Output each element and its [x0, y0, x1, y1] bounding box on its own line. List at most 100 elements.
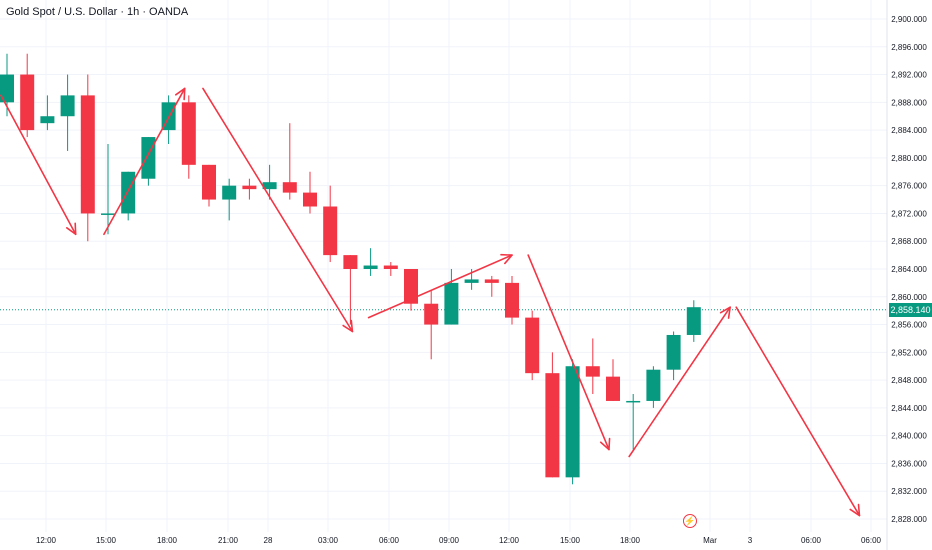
x-tick-label: 15:00 — [560, 536, 581, 545]
candle — [444, 269, 459, 325]
candle-body — [505, 282, 519, 318]
candle-body — [464, 279, 479, 283]
trend-arrow — [367, 253, 513, 319]
candle — [80, 74, 95, 242]
candle-body — [646, 369, 661, 401]
candle-body — [686, 307, 701, 335]
y-tick-label: 2,836.000 — [891, 459, 927, 468]
lightning-icon[interactable]: ⚡ — [683, 514, 697, 528]
x-tick-label: 3 — [748, 536, 753, 545]
y-tick-label: 2,896.000 — [891, 43, 927, 52]
candle — [181, 95, 196, 179]
candle-body — [484, 279, 499, 283]
y-tick-label: 2,884.000 — [891, 126, 927, 135]
candle-body — [222, 185, 237, 200]
x-tick-label: 06:00 — [861, 536, 882, 545]
candle — [363, 248, 378, 276]
candle — [242, 178, 257, 200]
chart-grid — [0, 0, 887, 532]
candle-body — [202, 164, 216, 200]
candle — [202, 164, 216, 207]
x-tick-label: 06:00 — [801, 536, 822, 545]
x-tick-label: 12:00 — [36, 536, 57, 545]
candle — [303, 171, 317, 214]
candle — [525, 310, 540, 381]
x-tick-label: 03:00 — [318, 536, 339, 545]
candle-body — [666, 334, 681, 370]
last-price-tag: 2,858.140 — [889, 302, 932, 317]
candle-body — [40, 116, 55, 124]
chart-title: Gold Spot / U.S. Dollar · 1h · OANDA — [6, 6, 189, 18]
candle-body — [343, 255, 358, 269]
y-tick-label: 2,860.000 — [891, 293, 927, 302]
x-tick-label: 18:00 — [620, 536, 641, 545]
price-axis[interactable]: 2,828.000 2,832.000 2,836.000 2,840.000 2,84… — [891, 15, 927, 524]
candle — [686, 300, 701, 342]
arrow-head — [65, 222, 77, 236]
candle — [121, 171, 136, 221]
x-tick-label: 18:00 — [157, 536, 178, 545]
trend-arrow — [628, 306, 731, 458]
x-tick-label: 15:00 — [96, 536, 117, 545]
candle — [424, 289, 439, 360]
y-tick-label: 2,880.000 — [891, 154, 927, 163]
y-tick-label: 2,844.000 — [891, 404, 927, 413]
candle-body — [585, 366, 600, 377]
candle-body — [80, 95, 95, 214]
candle — [343, 255, 358, 325]
arrow-head — [500, 253, 513, 265]
trend-arrow — [0, 94, 77, 236]
candle — [222, 178, 237, 221]
x-tick-label: Mar — [703, 536, 717, 545]
arrow-shaft — [735, 306, 861, 517]
arrow-shaft — [367, 254, 513, 319]
x-tick-label: 28 — [264, 536, 273, 545]
candle-body — [363, 265, 378, 269]
arrow-head — [599, 437, 611, 451]
candle-body — [383, 265, 398, 269]
y-tick-label: 2,832.000 — [891, 487, 927, 496]
candle — [646, 366, 661, 408]
candle — [565, 359, 580, 485]
candle — [606, 359, 620, 401]
candle — [262, 164, 277, 200]
candle — [484, 275, 499, 297]
time-axis[interactable]: 12:00 15:00 18:00 21:00 28 03:00 06:00 09:00 12:… — [36, 536, 882, 545]
y-tick-label: 2,864.000 — [891, 265, 927, 274]
candle-body — [141, 137, 156, 179]
candle-body — [606, 376, 620, 401]
y-tick-label: 2,876.000 — [891, 182, 927, 191]
y-tick-label: 2,828.000 — [891, 515, 927, 524]
candle — [60, 74, 75, 151]
trend-arrow — [735, 306, 861, 517]
candle-body — [525, 317, 540, 374]
candle-body — [404, 269, 418, 304]
y-tick-label: 2,872.000 — [891, 209, 927, 218]
candle-body — [242, 185, 257, 190]
y-tick-label: 2,856.000 — [891, 321, 927, 330]
candle — [505, 275, 519, 325]
candle-body — [323, 206, 338, 256]
x-tick-label: 09:00 — [439, 536, 460, 545]
candles — [0, 53, 701, 485]
trend-arrows — [0, 87, 861, 517]
candle-body — [565, 366, 580, 478]
candle — [323, 185, 338, 263]
trend-arrow — [103, 87, 186, 236]
candle-body — [424, 303, 439, 325]
arrow-shaft — [103, 87, 186, 236]
y-tick-label: 2,840.000 — [891, 432, 927, 441]
arrow-shaft — [0, 94, 77, 236]
candle — [585, 338, 600, 394]
candle-body — [121, 171, 136, 214]
trend-arrow — [202, 87, 354, 333]
trend-arrow — [527, 254, 611, 451]
candle — [666, 331, 681, 381]
candle-body — [444, 282, 459, 325]
candle-body — [282, 182, 297, 193]
candle — [404, 269, 418, 311]
arrow-head — [849, 503, 861, 517]
candle-body — [626, 400, 641, 403]
x-tick-label: 21:00 — [218, 536, 239, 545]
